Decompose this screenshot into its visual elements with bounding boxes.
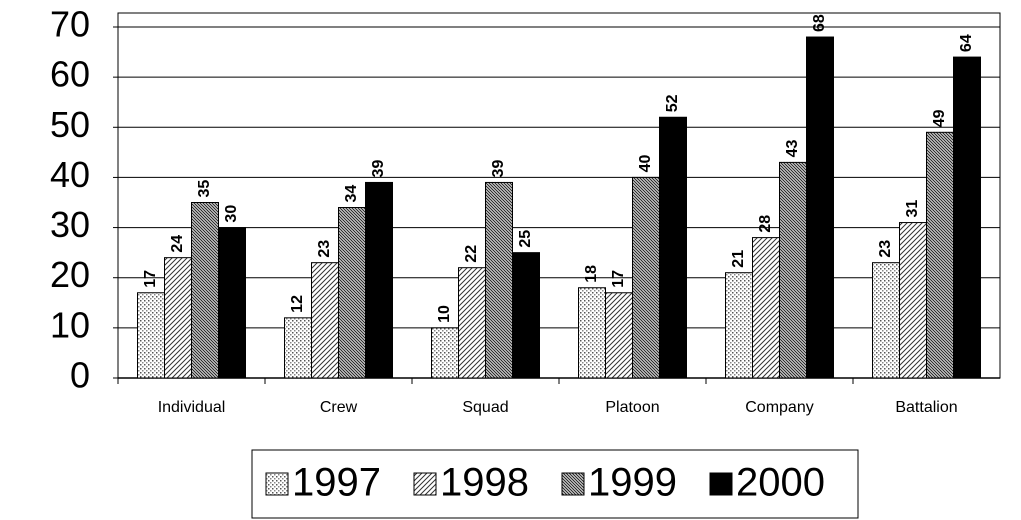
value-label: 39 [490,160,507,178]
value-label: 23 [316,240,333,258]
y-tick-label: 0 [70,355,90,396]
value-label: 23 [877,240,894,258]
y-tick-label: 70 [50,4,90,45]
bar [779,161,807,379]
legend-swatch [709,472,733,496]
value-label: 12 [289,295,306,313]
value-label: 68 [811,14,828,32]
bar [284,317,312,379]
legend-label: 2000 [736,461,825,505]
bar [752,237,780,379]
bar [806,36,834,379]
x-tick-label: Squad [462,399,508,416]
value-label: 24 [169,235,186,253]
x-tick-label: Battalion [895,399,957,416]
value-label: 64 [958,34,975,52]
y-tick-label: 60 [50,54,90,95]
value-label: 49 [931,109,948,127]
value-label: 18 [583,265,600,283]
legend-box [251,449,859,519]
value-label: 28 [757,215,774,233]
value-label: 52 [664,94,681,112]
value-label: 25 [517,230,534,248]
value-label: 31 [904,200,921,218]
x-tick-label: Crew [320,399,358,416]
value-label: 21 [730,250,747,268]
bar [605,292,633,379]
plot-frame [117,12,1001,379]
value-label: 34 [343,185,360,203]
legend-label: 1997 [292,461,381,505]
bar [338,207,366,379]
x-tick-label: Company [745,399,813,416]
y-tick-label: 40 [50,154,90,195]
bar [899,222,927,379]
legend-swatch [265,472,289,496]
bar [191,202,219,379]
value-label: 35 [196,180,213,198]
bar [137,292,165,379]
bar [926,131,954,379]
x-tick-label: Platoon [605,399,659,416]
y-tick-label: 50 [50,104,90,145]
bar [431,327,459,379]
bar [872,262,900,379]
value-label: 17 [142,270,159,288]
y-tick-label: 30 [50,204,90,245]
bar [458,267,486,379]
value-label: 10 [436,305,453,323]
bar [659,116,687,379]
bar [218,227,246,379]
bar [365,181,393,379]
legend-swatch [413,472,437,496]
value-label: 30 [223,205,240,223]
bar [953,56,981,379]
value-label: 17 [610,270,627,288]
legend-label: 1999 [588,461,677,505]
value-label: 40 [637,155,654,173]
value-label: 22 [463,245,480,263]
bar [485,181,513,379]
y-tick-label: 20 [50,254,90,295]
bar [512,252,540,379]
bar [311,262,339,379]
legend-swatch [561,472,585,496]
bar [164,257,192,379]
bar [632,176,660,379]
value-label: 39 [370,160,387,178]
legend-label: 1998 [440,461,529,505]
x-tick-label: Individual [158,399,226,416]
bar [725,272,753,379]
value-label: 43 [784,139,801,157]
y-tick-label: 10 [50,304,90,345]
bar [578,287,606,379]
